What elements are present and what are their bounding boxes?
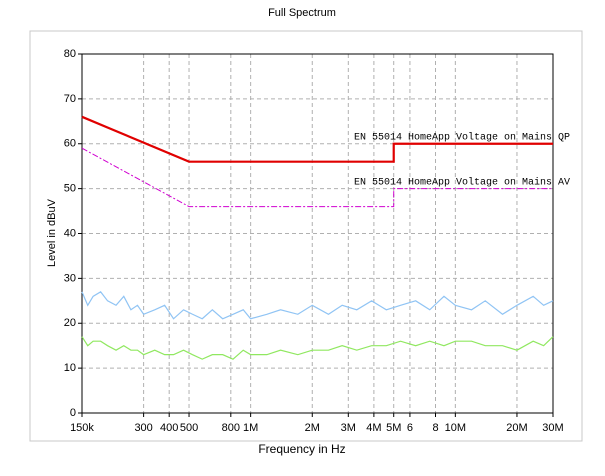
x-tick-label: 20M (506, 422, 527, 434)
x-tick-label: 300 (134, 422, 152, 434)
plot-border (81, 53, 554, 414)
x-tick-label: 6 (407, 422, 413, 434)
x-tick-label: 5M (386, 422, 401, 434)
x-tick-label: 30M (542, 422, 563, 434)
y-tick-label: 80 (64, 48, 76, 60)
limit-label: EN 55014 HomeApp Voltage on Mains AV (354, 176, 570, 188)
chart-frame (29, 30, 583, 442)
chart-title: Full Spectrum (268, 7, 336, 19)
x-axis-label: Frequency in Hz (258, 442, 345, 456)
y-tick-label: 10 (64, 362, 76, 374)
y-tick-label: 70 (64, 93, 76, 105)
x-tick-label: 150k (70, 422, 94, 434)
x-tick-label: 500 (180, 422, 198, 434)
measurement-trace (81, 291, 554, 320)
x-tick-label: 4M (366, 422, 381, 434)
y-tick-label: 20 (64, 317, 76, 329)
limit-label: EN 55014 HomeApp Voltage on Mains QP (354, 131, 570, 143)
limit-line (81, 115, 553, 163)
x-tick-label: 10M (445, 422, 466, 434)
measurement-trace (81, 336, 554, 360)
y-tick-label: 30 (64, 272, 76, 284)
x-tick-label: 8 (432, 422, 438, 434)
y-tick-label: 40 (64, 227, 76, 239)
y-tick-label: 0 (70, 407, 76, 419)
x-tick-label: 800 (222, 422, 240, 434)
x-tick-label: 2M (305, 422, 320, 434)
y-tick-label: 60 (64, 138, 76, 150)
y-axis-label: Level in dBuV (46, 198, 58, 267)
y-tick-label: 50 (64, 183, 76, 195)
x-tick-label: 1M (243, 422, 258, 434)
x-tick-label: 3M (341, 422, 356, 434)
limit-line (81, 147, 553, 208)
x-tick-label: 400 (160, 422, 178, 434)
